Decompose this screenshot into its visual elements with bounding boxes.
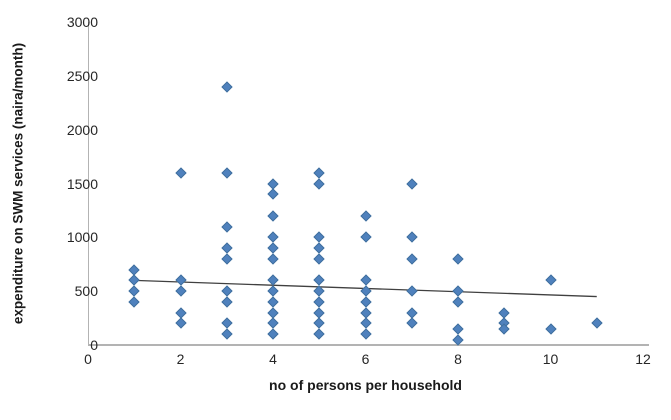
x-tick-label: 12: [635, 351, 651, 367]
x-tick-label: 2: [176, 351, 185, 367]
y-axis-line: [88, 22, 89, 345]
y-tick-label: 2500: [66, 67, 98, 84]
x-tick-label: 0: [84, 351, 92, 367]
y-axis-title: expenditure on SWM services (naira/month…: [10, 42, 26, 325]
y-tick-label: 1500: [66, 175, 98, 192]
x-axis-title: no of persons per household: [269, 377, 462, 393]
y-tick-label: 500: [74, 283, 98, 300]
x-tick-label: 10: [542, 351, 559, 367]
y-tick-label: 0: [90, 337, 98, 353]
x-tick-label: 4: [269, 351, 277, 367]
y-tick-label: 1000: [66, 229, 98, 246]
x-tick-label: 6: [361, 351, 370, 367]
y-tick-label: 2000: [66, 121, 98, 138]
x-axis-line: [88, 344, 649, 346]
y-tick-label: 3000: [66, 14, 98, 30]
plot-area: [88, 22, 649, 346]
x-tick-label: 8: [454, 351, 462, 367]
